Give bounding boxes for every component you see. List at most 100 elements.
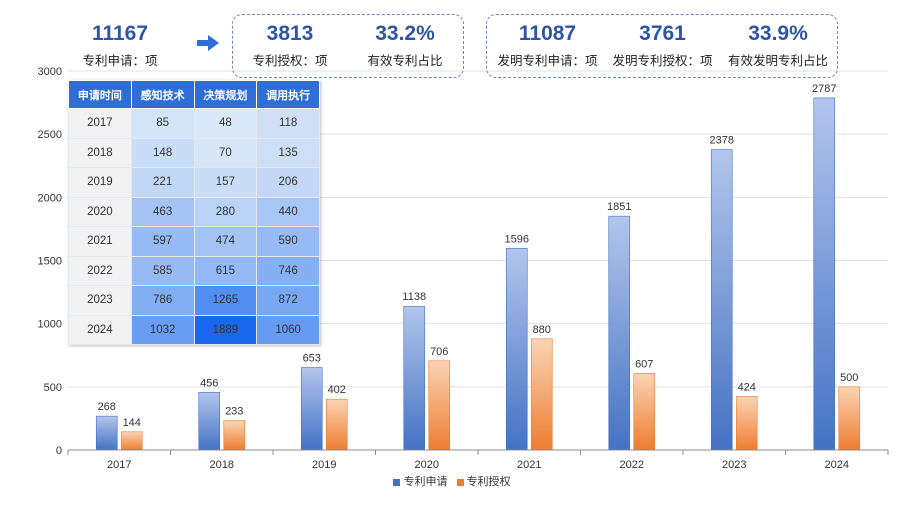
table-cell: 118 <box>256 108 320 139</box>
data-labels: 268 144 456 233 653 402 1138 706 1596 880 1851 607 2… <box>98 83 859 429</box>
data-label: 268 <box>98 401 116 413</box>
x-tick-label: 2020 <box>415 459 439 471</box>
x-tick-label: 2023 <box>722 459 746 471</box>
table-header-cell: 调用执行 <box>256 80 320 109</box>
table-year-cell: 2021 <box>68 226 132 257</box>
data-label: 1851 <box>607 201 631 213</box>
table-cell: 85 <box>130 108 195 139</box>
data-label: 1596 <box>505 233 529 245</box>
grants-value: 3813 <box>266 22 314 45</box>
applications-value: 11167 <box>91 22 149 45</box>
applications-label: 专利申请：项 <box>82 54 158 68</box>
table-cell: 1265 <box>193 285 258 316</box>
bar-applications <box>505 248 528 451</box>
invention-grants-value: 3761 <box>639 22 686 45</box>
table-cell: 157 <box>193 167 258 198</box>
x-tick-label: 2022 <box>620 459 644 471</box>
table-cell: 746 <box>256 255 320 286</box>
y-tick-label: 2000 <box>38 192 62 204</box>
x-tick-label: 2021 <box>517 459 541 471</box>
bar-grants <box>530 338 553 451</box>
bar-applications <box>198 392 221 451</box>
legend-swatch-grants <box>456 478 464 486</box>
table-cell: 280 <box>193 196 258 227</box>
bar-applications <box>300 367 323 451</box>
data-label: 456 <box>200 377 218 389</box>
chart-legend: 专利申请 专利授权 <box>0 473 898 489</box>
invention-summary-box <box>486 14 838 78</box>
table-header-cell: 决策规划 <box>193 80 258 109</box>
x-tick-label: 2017 <box>107 459 131 471</box>
invention-valid-ratio-label: 有效发明专利占比 <box>727 54 828 68</box>
data-label: 402 <box>328 384 346 396</box>
table-year-cell: 2024 <box>68 314 132 345</box>
table-year-cell: 2023 <box>68 285 132 316</box>
bar-grants <box>838 386 861 451</box>
table-row: 2022 585 615 746 <box>68 255 320 286</box>
data-label: 2787 <box>812 83 836 95</box>
table-cell: 135 <box>256 137 320 168</box>
bar-grants <box>325 398 348 451</box>
data-table: 申请时间 感知技术 决策规划 调用执行 2017 85 48 118 2018 148 70… <box>68 80 320 345</box>
table-year-cell: 2018 <box>68 137 132 168</box>
bar-applications <box>813 97 836 451</box>
grants-label: 专利授权：项 <box>252 54 328 68</box>
bar-grants <box>633 373 656 451</box>
data-label: 653 <box>303 353 321 365</box>
data-label: 500 <box>840 372 858 384</box>
table-row: 2018 148 70 135 <box>68 137 320 168</box>
table-row: 2019 221 157 206 <box>68 167 320 198</box>
y-tick-label: 1500 <box>38 256 62 268</box>
y-tick-label: 2500 <box>38 129 62 141</box>
table-header-cell: 申请时间 <box>68 80 132 109</box>
bar-grants <box>735 396 758 451</box>
y-tick-label: 3000 <box>38 66 62 78</box>
data-label: 424 <box>738 381 756 393</box>
table-cell: 585 <box>130 255 195 286</box>
bars <box>95 97 861 451</box>
bar-applications <box>608 215 631 451</box>
valid-ratio-value: 33.2% <box>375 22 435 45</box>
invention-applications-value: 11087 <box>518 22 577 45</box>
table-cell: 786 <box>130 285 195 316</box>
valid-ratio-label: 有效专利占比 <box>367 54 443 68</box>
table-cell: 221 <box>130 167 195 198</box>
data-label: 880 <box>533 324 551 336</box>
grants-summary-box <box>232 14 464 78</box>
table-cell: 615 <box>193 255 258 286</box>
table-year-cell: 2019 <box>68 167 132 198</box>
table-cell: 440 <box>256 196 320 227</box>
y-tick-label: 500 <box>44 382 62 394</box>
table-row: 2017 85 48 118 <box>68 108 320 139</box>
table-cell: 1889 <box>193 314 258 345</box>
y-tick-label: 0 <box>56 445 62 457</box>
table-cell: 590 <box>256 226 320 257</box>
data-label: 1138 <box>402 291 426 303</box>
data-label: 706 <box>430 346 448 358</box>
table-cell: 463 <box>130 196 195 227</box>
bar-grants <box>120 431 143 451</box>
invention-grants-label: 发明专利授权：项 <box>612 54 713 68</box>
table-cell: 474 <box>193 226 258 257</box>
x-tick-label: 2024 <box>825 459 849 471</box>
bar-grants <box>223 420 246 451</box>
table-cell: 872 <box>256 285 320 316</box>
table-header-cell: 感知技术 <box>130 80 195 109</box>
table-year-cell: 2020 <box>68 196 132 227</box>
data-label: 144 <box>123 417 141 429</box>
y-tick-label: 1000 <box>38 319 62 331</box>
legend-label-applications: 专利申请 <box>403 476 448 488</box>
bar-grants <box>428 360 451 451</box>
table-cell: 148 <box>130 137 195 168</box>
table-cell: 1032 <box>130 314 195 345</box>
arrow-right-icon <box>197 35 219 51</box>
table-year-cell: 2017 <box>68 108 132 139</box>
legend-label-grants: 专利授权 <box>466 476 511 488</box>
legend-swatch-applications <box>393 478 401 486</box>
data-label: 233 <box>225 406 243 418</box>
table-cell: 48 <box>193 108 258 139</box>
table-row: 2020 463 280 440 <box>68 196 320 227</box>
data-label: 2378 <box>710 135 734 147</box>
table-row: 2024 1032 1889 1060 <box>68 314 320 345</box>
